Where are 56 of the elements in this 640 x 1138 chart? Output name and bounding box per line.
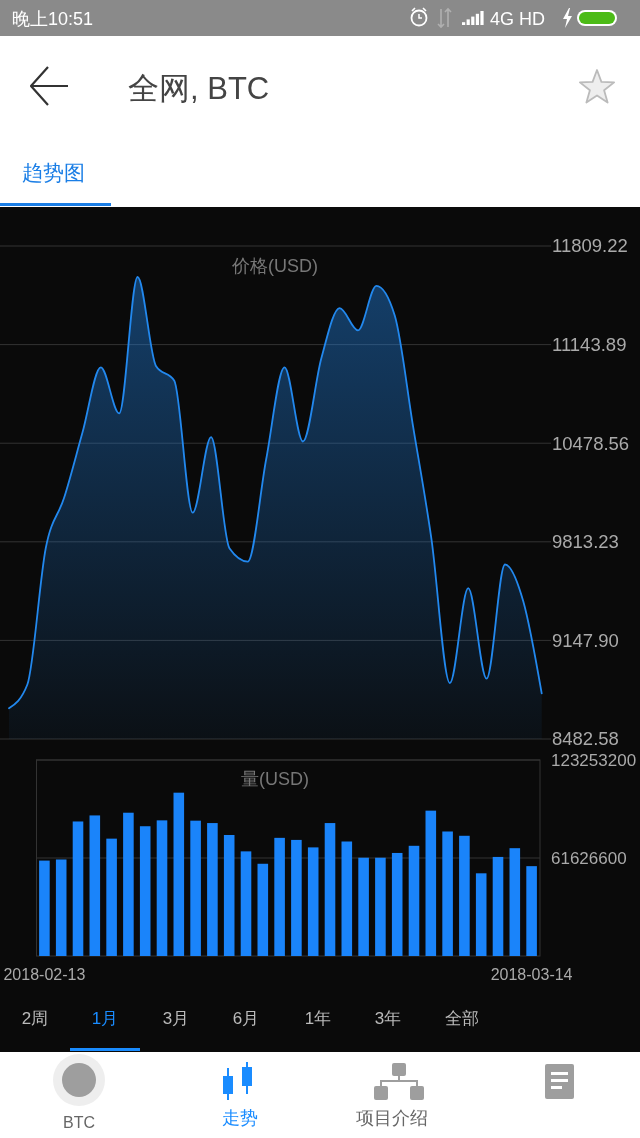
y-tick-label: 10478.56: [552, 432, 630, 454]
bar: [492, 856, 504, 956]
x-tick-label: 2018-03-14: [490, 966, 573, 983]
text: 1年: [304, 1009, 332, 1028]
text: 4G HD: [490, 9, 546, 29]
bar: [106, 838, 117, 956]
text: 6月: [232, 1009, 260, 1028]
bar: [526, 866, 537, 956]
y-tick-label: 9813.23: [552, 531, 619, 553]
bar: [375, 857, 386, 956]
bar: [391, 852, 403, 956]
chart-title: 全网, BTC: [128, 71, 270, 106]
bar: [475, 873, 487, 956]
y-tick-label: 11143.89: [552, 334, 627, 356]
text: 晚上10:51: [12, 9, 94, 29]
text: BTC: [63, 1114, 95, 1131]
bar: [173, 792, 185, 956]
bar: [324, 823, 336, 956]
bar: [39, 860, 50, 956]
bar: [425, 810, 437, 956]
y-tick-label: 8482.58: [552, 728, 619, 750]
bar: [408, 845, 420, 956]
bar: [72, 821, 84, 956]
text: 趋势图: [22, 161, 85, 184]
text: 项目介绍: [356, 1108, 428, 1128]
bar: [307, 847, 319, 956]
bar: [442, 831, 453, 956]
bar: [223, 834, 235, 956]
text: 走势: [222, 1108, 258, 1128]
bar: [190, 820, 201, 956]
y-tick-label: 9147.90: [552, 629, 619, 651]
text: 3月: [162, 1009, 190, 1028]
bar: [123, 812, 134, 956]
bar: [156, 820, 168, 956]
bar: [55, 859, 67, 956]
bar: [291, 839, 302, 956]
bar: [257, 863, 269, 956]
bar: [89, 815, 101, 956]
y-tick-label: 123253200: [551, 750, 637, 770]
bar: [274, 837, 285, 956]
x-tick-label: 2018-02-13: [3, 966, 86, 983]
bar: [240, 851, 252, 956]
text: 1月: [91, 1009, 119, 1028]
y-axis-title: 价格(USD): [231, 256, 318, 276]
y-tick-label: 61626600: [551, 848, 627, 868]
bar: [459, 835, 470, 956]
bar: [139, 826, 151, 956]
text: 全部: [445, 1009, 479, 1028]
bar: [341, 841, 353, 956]
y-tick-label: 11809.22: [552, 235, 628, 257]
text: 2周: [21, 1009, 49, 1028]
text: 3年: [374, 1009, 402, 1028]
y-axis-title: 量(USD): [241, 769, 309, 789]
bar: [358, 857, 369, 956]
bar: [207, 823, 218, 956]
bar: [509, 848, 521, 956]
